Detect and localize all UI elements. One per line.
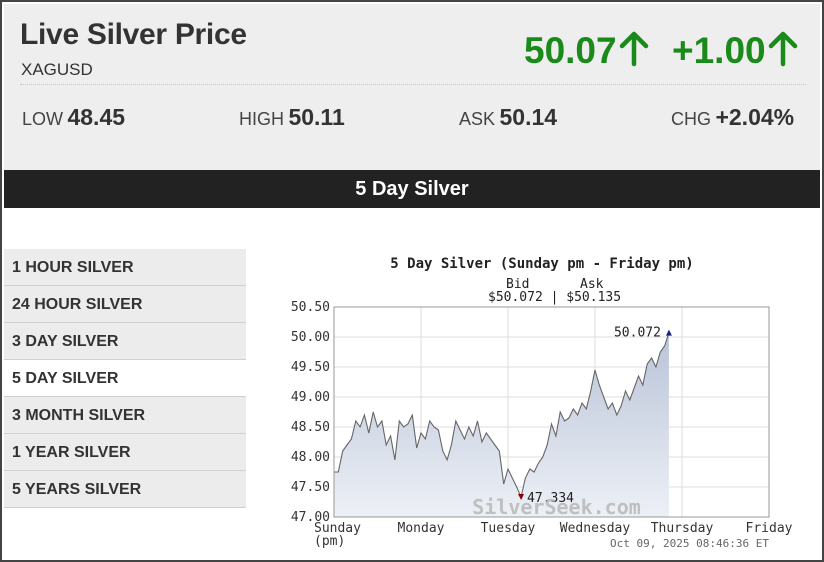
stat-high-value: 50.11 <box>288 104 345 130</box>
ticker-symbol: XAGUSD <box>21 60 93 79</box>
arrow-up-icon <box>619 30 649 77</box>
series-area <box>334 332 669 517</box>
x-tick-label: Tuesday <box>481 521 536 536</box>
divider <box>20 84 806 85</box>
sidebar-item-1-hour-silver[interactable]: 1 HOUR SILVER <box>4 249 246 286</box>
ask-label: Ask <box>580 277 604 292</box>
plot-border <box>333 306 770 518</box>
low-marker <box>518 493 525 500</box>
stat-high: HIGH 50.11 <box>239 104 345 131</box>
series-line <box>334 332 670 499</box>
x-tick-label: Wednesday <box>560 521 631 536</box>
low-label: 47.334 <box>527 491 574 506</box>
sidebar-item-1-year-silver[interactable]: 1 YEAR SILVER <box>4 434 246 471</box>
sidebar-item-3-day-silver[interactable]: 3 DAY SILVER <box>4 323 246 360</box>
price-header: Live Silver Price XAGUSD 50.07 +1.00 LOW… <box>4 4 820 170</box>
stat-chg-label: CHG <box>671 109 711 129</box>
stat-chg-value: +2.04% <box>715 104 795 130</box>
y-tick-label: 50.50 <box>291 300 330 315</box>
bid-ask-values: $50.072 | $50.135 <box>488 290 622 305</box>
sidebar-item-5-day-silver[interactable]: 5 DAY SILVER <box>4 360 246 397</box>
arrow-up-icon <box>768 30 798 77</box>
x-tick-label: Thursday <box>651 521 714 536</box>
watermark: SilverSeek.com <box>472 495 641 519</box>
current-price: 50.07 <box>524 30 649 77</box>
sidebar-item-3-month-silver[interactable]: 3 MONTH SILVER <box>4 397 246 434</box>
price-chart: 50.50 50.00 49.50 49.00 48.50 48.00 47.50 47.00… <box>291 300 793 550</box>
y-tick-label: 49.00 <box>291 390 330 405</box>
chart-title: 5 Day Silver (Sunday pm - Friday pm) <box>390 256 694 272</box>
stat-ask-label: ASK <box>459 109 496 129</box>
bid-label: Bid <box>506 277 530 292</box>
y-tick-label: 50.00 <box>291 330 330 345</box>
x-tick-label: Monday <box>398 521 445 536</box>
chart-panel: 5 Day Silver (Sunday pm - Friday pm) Bid… <box>272 252 812 557</box>
y-tick-label: 48.00 <box>291 450 330 465</box>
x-tick-label: Friday <box>746 521 793 536</box>
section-title: 5 Day Silver <box>4 170 820 208</box>
y-tick-label: 49.50 <box>291 360 330 375</box>
x-tick-label: Sunday <box>314 521 361 536</box>
stat-low-value: 48.45 <box>67 104 126 130</box>
stat-high-label: HIGH <box>239 109 284 129</box>
stat-low-label: LOW <box>22 109 64 129</box>
page-title: Live Silver Price <box>20 18 247 51</box>
current-price-value: 50.07 <box>524 30 617 71</box>
price-change-value: +1.00 <box>672 30 766 71</box>
sidebar-menu: 1 HOUR SILVER 24 HOUR SILVER 3 DAY SILVER 5… <box>4 249 246 508</box>
high-label: 50.072 <box>614 326 661 341</box>
y-tick-label: 47.00 <box>291 510 330 525</box>
stat-low: LOW 48.45 <box>22 104 125 131</box>
price-change: +1.00 <box>672 30 798 77</box>
sidebar-item-24-hour-silver[interactable]: 24 HOUR SILVER <box>4 286 246 323</box>
stat-chg: CHG +2.04% <box>671 104 794 131</box>
high-marker <box>665 329 672 336</box>
sidebar-item-5-years-silver[interactable]: 5 YEARS SILVER <box>4 471 246 508</box>
y-tick-label: 48.50 <box>291 420 330 435</box>
stat-ask: ASK 50.14 <box>459 104 557 131</box>
chart-timestamp: Oct 09, 2025 08:46:36 ET <box>610 537 769 550</box>
stat-ask-value: 50.14 <box>499 104 558 130</box>
y-tick-label: 47.50 <box>291 480 330 495</box>
x-tick-label: (pm) <box>314 534 345 549</box>
